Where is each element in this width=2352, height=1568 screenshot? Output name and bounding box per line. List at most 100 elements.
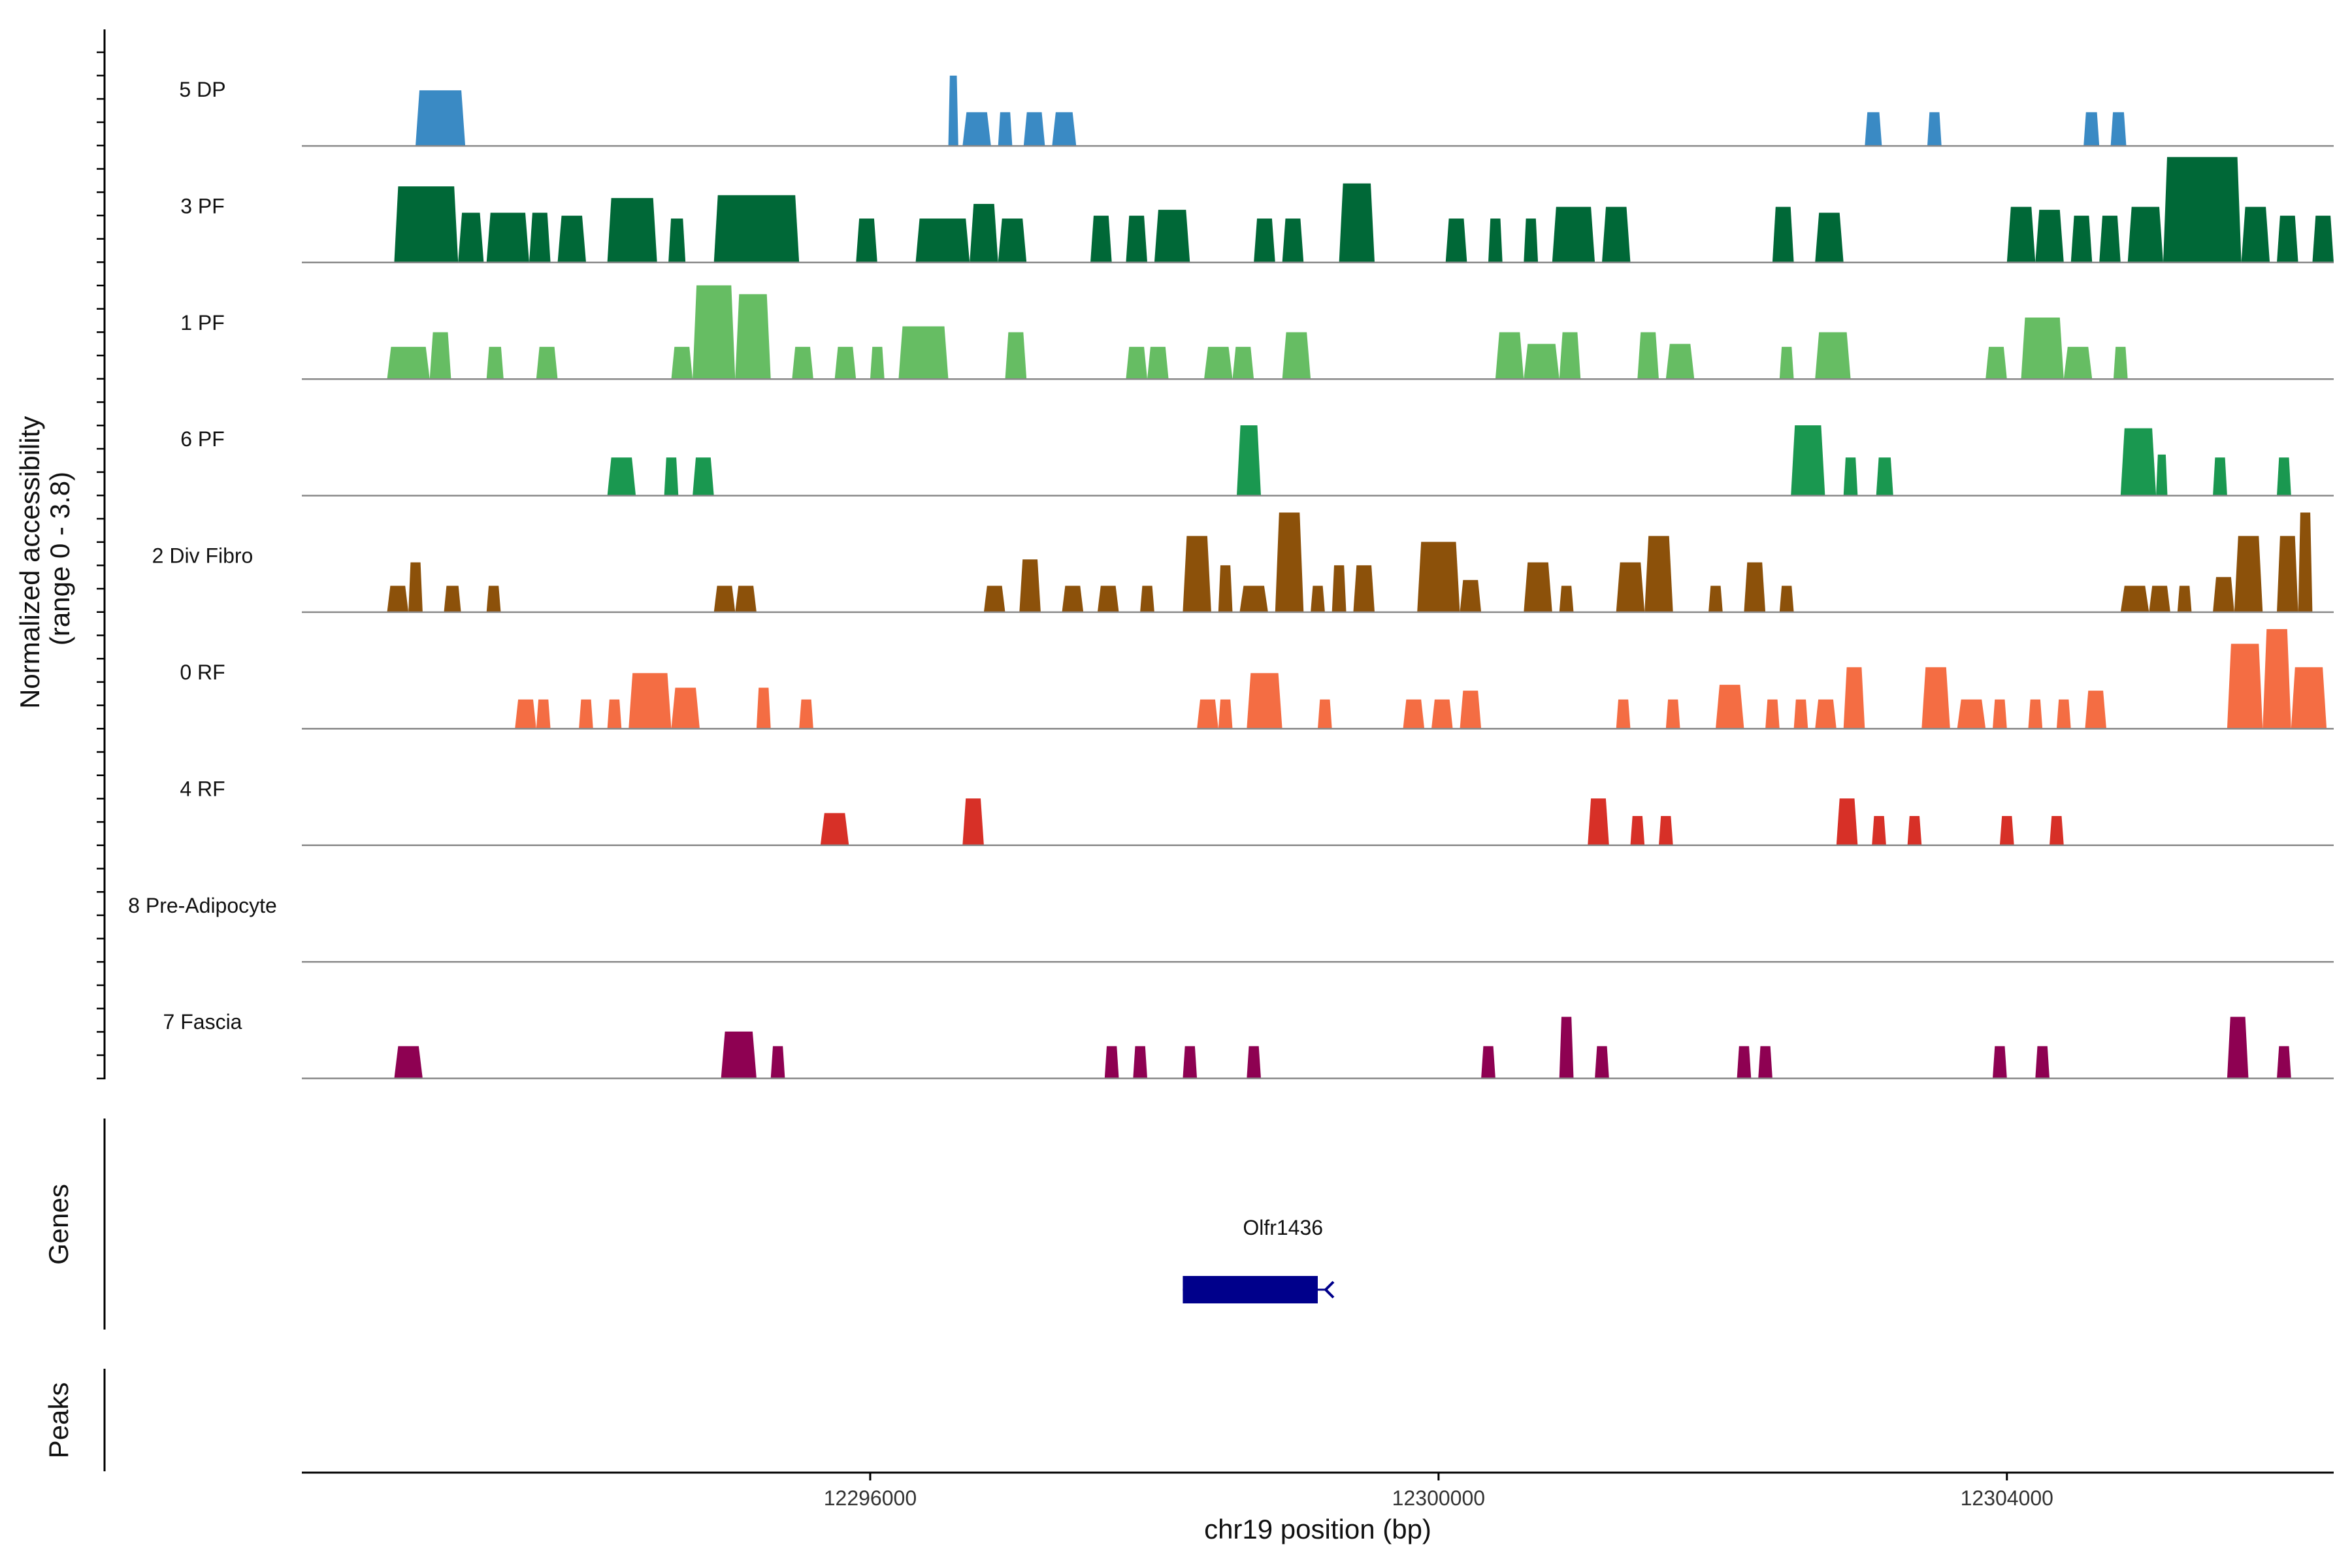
coverage-peak (2099, 216, 2121, 263)
coverage-peak (486, 346, 504, 380)
coverage-peak (536, 346, 558, 380)
coverage-peak (1595, 1046, 1609, 1079)
coverage-peak (1023, 112, 1045, 146)
coverage-peak (416, 90, 466, 146)
coverage-peak (962, 112, 991, 146)
coverage-peak (2277, 457, 2291, 496)
coverage-peak (1353, 565, 1375, 612)
coverage-peak (1495, 332, 1524, 380)
track-label: 6 PF (180, 427, 225, 451)
coverage-peak (515, 699, 536, 729)
coverage-peak (1460, 580, 1482, 612)
coverage-peak (693, 457, 714, 496)
coverage-peak (1339, 183, 1375, 263)
coverage-peak (668, 218, 686, 263)
coverage-peak (1765, 699, 1780, 729)
coverage-peak (2035, 1046, 2050, 1079)
coverage-peak (671, 687, 700, 729)
coverage-peak (693, 285, 736, 380)
coverage-tracks: 5 DP 3 PF 1 PF 6 PF 2 Div Fibro 0 RF 4 RF 8 Pre… (128, 75, 2334, 1079)
coverage-peak (2227, 644, 2263, 729)
coverage-peak (2277, 536, 2298, 612)
coverage-peak (486, 212, 529, 263)
coverage-peak (1218, 565, 1233, 612)
coverage-peak (915, 218, 970, 263)
coverage-peak (1218, 699, 1233, 729)
gene-annotations: Olfr1436 (1183, 1216, 1335, 1303)
coverage-peak (1716, 685, 1744, 729)
coverage-peak (1140, 585, 1154, 612)
coverage-peak (2163, 157, 2242, 263)
coverage-peak (579, 699, 593, 729)
coverage-peak (2035, 210, 2064, 263)
track-label: 0 RF (180, 661, 225, 684)
peaks-panel-label: Peaks (43, 1382, 74, 1459)
coverage-peak (1993, 1046, 2007, 1079)
coverage-peak (820, 813, 849, 845)
coverage-peak (2277, 1046, 2291, 1079)
coverage-peak (870, 346, 885, 380)
track-4: 6 PF (180, 425, 2334, 497)
track-8: 8 Pre-Adipocyte (128, 894, 2334, 963)
coverage-peak (1559, 332, 1581, 380)
coverage-peak (1247, 673, 1282, 729)
coverage-peak (607, 699, 622, 729)
coverage-peak (2085, 691, 2106, 729)
coverage-peak (429, 332, 451, 380)
coverage-peak (1445, 218, 1467, 263)
coverage-peak (1331, 565, 1347, 612)
coverage-peak (1488, 218, 1503, 263)
coverage-peak (1204, 346, 1233, 380)
coverage-peak (486, 585, 501, 612)
coverage-peak (2262, 629, 2291, 729)
coverage-peak (721, 1031, 757, 1079)
coverage-peak (2028, 699, 2043, 729)
track-7: 4 RF (180, 777, 2334, 847)
coverage-peak (970, 204, 998, 263)
coverage-peak (2110, 112, 2127, 146)
coverage-peak (1460, 691, 1482, 729)
coverage-peak (1616, 699, 1631, 729)
strand-arrow-icon (1324, 1281, 1335, 1299)
coverage-peak (458, 212, 484, 263)
coverage-peak (2127, 206, 2163, 263)
coverage-peak (2083, 112, 2100, 146)
coverage-peak (671, 346, 693, 380)
coverage-peak (1559, 585, 1574, 612)
coverage-peak (2050, 816, 2064, 845)
coverage-peak (1403, 699, 1425, 729)
coverage-peak (792, 346, 813, 380)
coverage-peak (1154, 210, 1190, 263)
coverage-peak (1254, 218, 1275, 263)
coverage-peak (1637, 332, 1659, 380)
coverage-y-axis-title: Normalized accessibility (range 0 - 3.8) (14, 408, 75, 709)
x-tick-label: 12304000 (1961, 1486, 2053, 1510)
coverage-peak (1836, 798, 1858, 845)
coverage-peak (2177, 585, 2192, 612)
coverage-peak (1019, 559, 1041, 612)
coverage-peak (2277, 216, 2298, 263)
coverage-peak (1588, 798, 1609, 845)
coverage-peak (998, 218, 1027, 263)
coverage-peak (1247, 1046, 1261, 1079)
coverage-peak (1133, 1046, 1147, 1079)
x-tick-label: 12296000 (824, 1486, 917, 1510)
track-label: 8 Pre-Adipocyte (128, 894, 277, 917)
coverage-peak (444, 585, 461, 612)
coverage-peak (2021, 318, 2064, 380)
coverage-peak (629, 673, 672, 729)
coverage-peak (1097, 585, 1119, 612)
x-tick-label: 12300000 (1392, 1486, 1485, 1510)
coverage-peak (713, 585, 736, 612)
coverage-peak (756, 687, 771, 729)
coverage-y-axis-title-line2: (range 0 - 3.8) (44, 472, 75, 645)
coverage-peak (1104, 1046, 1119, 1079)
coverage-peak (2063, 346, 2093, 380)
coverage-peak (607, 198, 657, 263)
coverage-peak (770, 1046, 785, 1079)
coverage-peak (1126, 346, 1147, 380)
coverage-peak (1779, 346, 1794, 380)
coverage-peak (387, 585, 409, 612)
coverage-peak (1524, 562, 1552, 612)
coverage-peak (1559, 1017, 1574, 1079)
